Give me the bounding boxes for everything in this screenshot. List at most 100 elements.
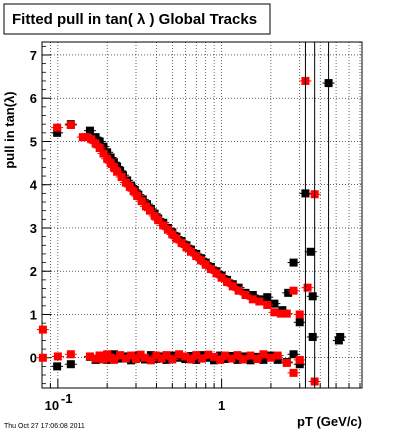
data-point-red bbox=[177, 239, 186, 248]
y-tick-label: 0 bbox=[30, 351, 37, 366]
data-point-red bbox=[82, 133, 91, 142]
data-point-black bbox=[53, 362, 62, 371]
data-point-black bbox=[66, 360, 75, 369]
data-point-red bbox=[182, 243, 191, 252]
x-tick-label: 1 bbox=[218, 398, 225, 413]
data-point-red bbox=[91, 354, 100, 363]
data-point-red bbox=[152, 351, 161, 360]
data-point-red bbox=[85, 352, 94, 361]
data-point-red bbox=[141, 202, 150, 211]
data-point-red bbox=[133, 191, 142, 200]
data-point-red bbox=[38, 325, 47, 334]
data-point-red bbox=[38, 353, 47, 362]
data-point-red bbox=[295, 355, 304, 364]
data-point-red bbox=[197, 256, 206, 265]
data-point-red bbox=[137, 197, 146, 206]
data-point-red bbox=[129, 187, 138, 196]
plot-border bbox=[41, 41, 363, 389]
data-point-red bbox=[253, 355, 262, 364]
data-point-red bbox=[136, 350, 145, 359]
data-point-red bbox=[228, 282, 237, 291]
data-point-black bbox=[306, 247, 315, 256]
data-point-red bbox=[113, 167, 122, 176]
plot-frame bbox=[41, 41, 363, 389]
data-point-red bbox=[186, 355, 195, 364]
data-point-red bbox=[146, 356, 155, 365]
y-axis-label: pull in tan(λ) bbox=[2, 91, 17, 168]
data-point-red bbox=[234, 286, 243, 295]
data-point-red bbox=[238, 355, 247, 364]
y-tick-label: 7 bbox=[30, 48, 37, 63]
y-tick-label: 4 bbox=[30, 178, 38, 193]
data-point-black bbox=[289, 258, 298, 267]
data-point-red bbox=[116, 351, 125, 360]
data-point-red bbox=[106, 159, 115, 168]
data-point-red bbox=[53, 123, 62, 132]
data-point-red bbox=[227, 354, 236, 363]
data-point-red bbox=[150, 211, 159, 220]
data-point-black bbox=[95, 137, 104, 146]
data-point-red bbox=[99, 149, 108, 158]
y-tick-label: 2 bbox=[30, 264, 37, 279]
y-tick-label: 3 bbox=[30, 221, 37, 236]
data-point-red bbox=[91, 139, 100, 148]
data-point-red bbox=[221, 351, 230, 360]
x-tick-label: 10 bbox=[45, 398, 59, 413]
data-point-red bbox=[248, 295, 257, 304]
data-point-red bbox=[273, 351, 282, 360]
data-point-red bbox=[95, 143, 104, 152]
data-point-red bbox=[125, 182, 134, 191]
data-point-red bbox=[159, 221, 168, 230]
data-point-red bbox=[168, 355, 177, 364]
data-point-red bbox=[127, 351, 136, 360]
data-point-red bbox=[99, 355, 108, 364]
data-point-red bbox=[154, 216, 163, 225]
data-point-red bbox=[216, 355, 225, 364]
data-point-red bbox=[198, 354, 207, 363]
data-point-black bbox=[336, 332, 345, 341]
data-point-red bbox=[270, 308, 279, 317]
x-axis-label: pT (GeV/c) bbox=[297, 414, 362, 429]
data-point-red bbox=[295, 310, 304, 319]
data-point-red bbox=[204, 350, 213, 359]
data-point-red bbox=[87, 135, 96, 144]
data-point-red bbox=[53, 352, 62, 361]
data-point-red bbox=[168, 230, 177, 239]
data-point-red bbox=[266, 353, 275, 362]
data-point-red bbox=[162, 351, 171, 360]
data-point-red bbox=[109, 355, 118, 364]
data-point-black bbox=[308, 292, 317, 301]
data-point-red bbox=[303, 283, 312, 292]
x-tick-label-exponent: -1 bbox=[61, 391, 73, 406]
data-point-red bbox=[210, 352, 219, 361]
data-point-black bbox=[289, 350, 298, 359]
data-point-red bbox=[157, 354, 166, 363]
chart-title: Fitted pull in tan( λ ) Global Tracks bbox=[12, 11, 257, 28]
y-tick-label: 5 bbox=[30, 134, 37, 149]
data-layer bbox=[36, 42, 347, 388]
data-point-red bbox=[206, 265, 215, 274]
data-point-black bbox=[259, 355, 268, 364]
data-point-black bbox=[248, 291, 257, 300]
data-point-red bbox=[131, 355, 140, 364]
data-point-red bbox=[246, 351, 255, 360]
data-point-red bbox=[217, 273, 226, 282]
data-point-black bbox=[91, 133, 100, 142]
data-point-red bbox=[192, 252, 201, 261]
data-point-red bbox=[289, 286, 298, 295]
data-point-red bbox=[103, 154, 112, 163]
data-point-black bbox=[295, 318, 304, 327]
timestamp: Thu Oct 27 17:06:08 2011 bbox=[4, 423, 85, 430]
data-point-red bbox=[241, 291, 250, 300]
axis-ticks: 0 1 2 3 4 5 6 7 10 -1 1 bbox=[30, 45, 361, 413]
data-point-red bbox=[282, 309, 291, 318]
data-point-red bbox=[289, 368, 298, 377]
data-point-red bbox=[255, 297, 264, 306]
data-point-red bbox=[117, 172, 126, 181]
data-point-red bbox=[145, 206, 154, 215]
data-point-black bbox=[273, 355, 282, 364]
data-point-red bbox=[282, 358, 291, 367]
data-point-red bbox=[175, 350, 184, 359]
data-point-black bbox=[284, 288, 293, 297]
